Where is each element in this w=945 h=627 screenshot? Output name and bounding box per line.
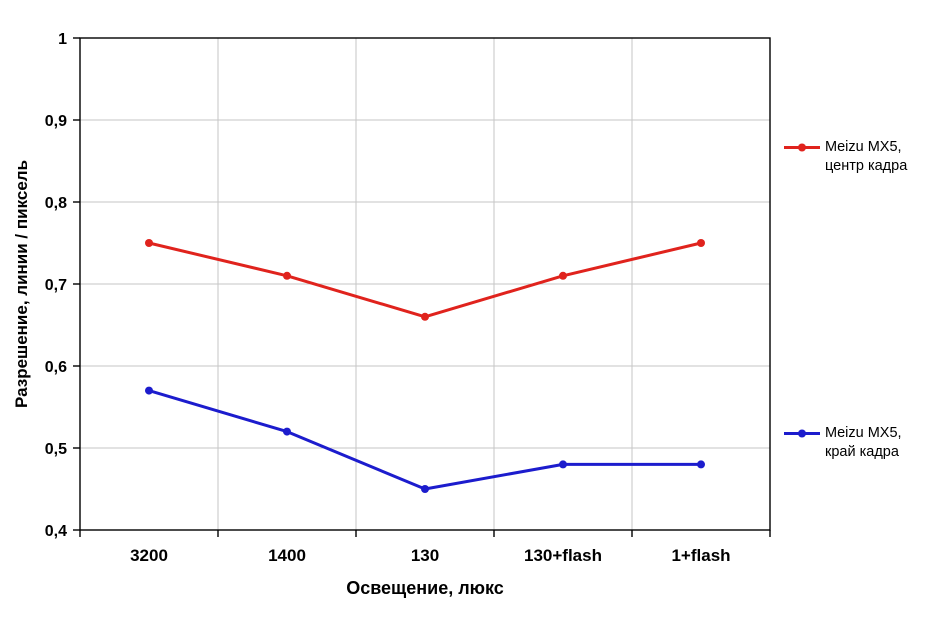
data-point-marker (421, 312, 429, 321)
legend-item-edge-frame: Meizu MX5, край кадра (783, 424, 902, 462)
data-point-marker (559, 271, 567, 280)
x-axis-title: Освещение, люкс (346, 578, 504, 598)
data-point-marker (421, 485, 429, 493)
data-point-marker (697, 239, 705, 247)
y-tick-label: 0,5 (45, 441, 67, 458)
legend-label-center-frame: Meizu MX5, центр кадра (825, 139, 908, 174)
x-tick-label: 1400 (268, 546, 306, 565)
x-tick-label: 3200 (130, 546, 168, 565)
y-axis-title: Разрешение, линии / пиксель (12, 160, 31, 408)
y-tick-label: 0,8 (45, 195, 67, 212)
data-point-marker (145, 386, 153, 395)
x-tick-label: 1+flash (671, 546, 730, 565)
y-tick-label: 0,9 (45, 113, 67, 130)
legend-marker-blue-line-icon (784, 429, 820, 438)
legend-marker-red-line-icon (784, 143, 820, 152)
legend-label-edge-frame: Meizu MX5, край кадра (825, 425, 902, 460)
data-point-marker (697, 460, 705, 469)
legend-item-center-frame: Meizu MX5, центр кадра (783, 138, 907, 176)
data-point-marker (283, 427, 291, 436)
legend: Meizu MX5, центр кадра Meizu MX5, край к… (783, 0, 945, 627)
series-line-0 (147, 241, 703, 319)
x-tick-label: 130 (411, 546, 439, 565)
y-tick-label: 1 (58, 31, 67, 48)
data-point-marker (559, 460, 567, 469)
y-tick-label: 0,6 (45, 359, 67, 376)
data-point-marker (283, 271, 291, 280)
y-tick-label: 0,4 (45, 523, 67, 540)
y-tick-label: 0,7 (45, 277, 67, 294)
series-line-1 (147, 389, 703, 491)
x-tick-label: 130+flash (524, 546, 602, 565)
data-point-marker (145, 239, 153, 247)
